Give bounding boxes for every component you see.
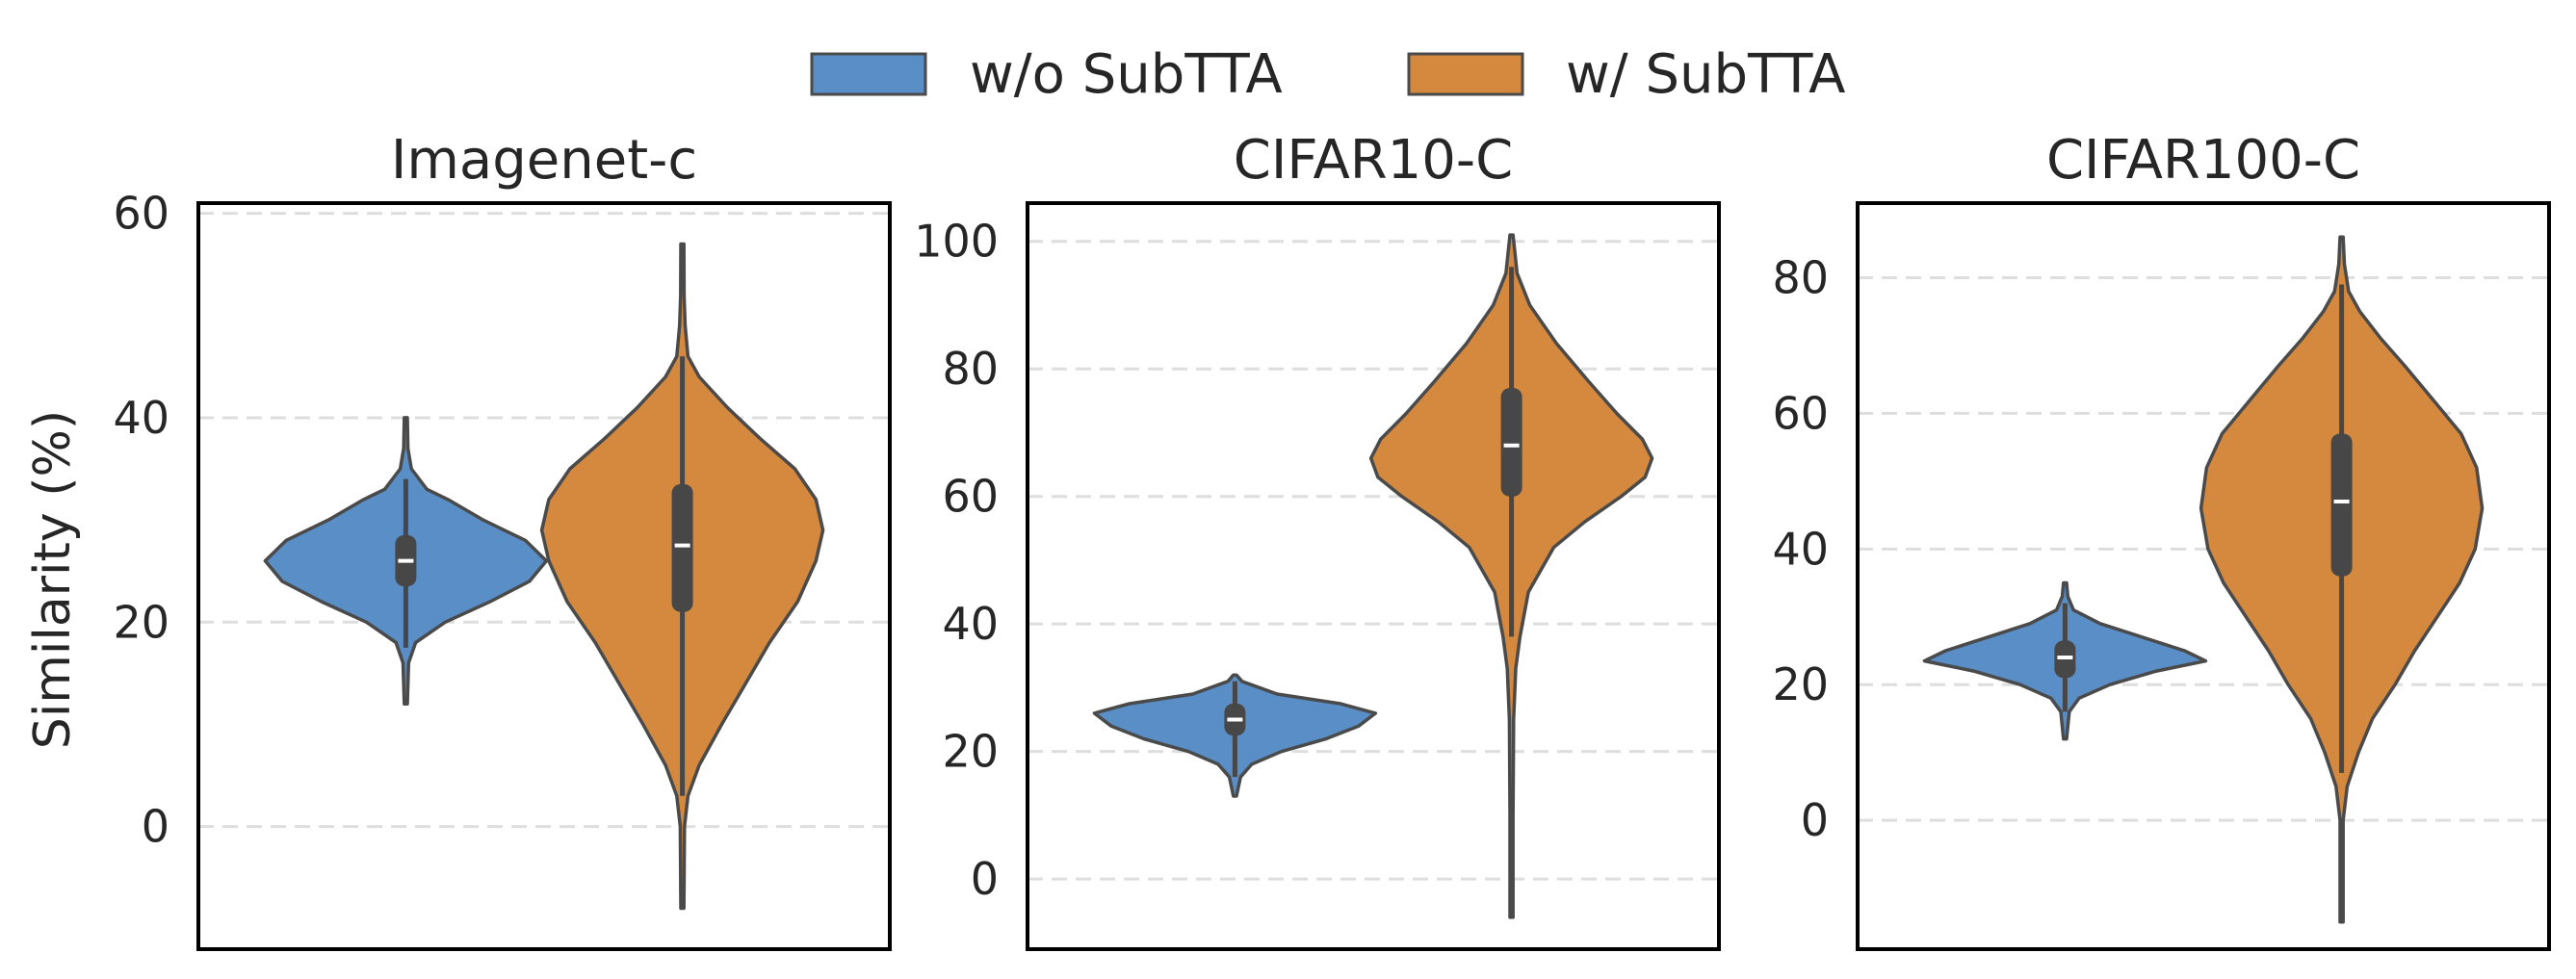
violin-iqr-box (2330, 433, 2353, 577)
panel-title: Imagenet-c (391, 129, 697, 192)
y-tick-label: 40 (1772, 523, 1829, 575)
y-tick-label: 20 (113, 596, 169, 648)
y-tick-label: 40 (113, 392, 169, 444)
panel-frame (196, 201, 892, 951)
y-tick-label: 0 (1801, 794, 1829, 846)
y-tick-label: 60 (113, 188, 169, 240)
panel-3: 0 20 40 60 80 CIFAR100-C (1772, 129, 2551, 951)
y-tick-label: 20 (942, 726, 999, 778)
y-tick-label: 60 (942, 471, 999, 523)
violin-iqr-box (671, 483, 693, 612)
y-tick-label: 80 (942, 343, 999, 395)
violin-iqr-box (1500, 388, 1522, 497)
chart-panels: 0 20 40 60 Imagenet-c 0 20 40 60 80 100 CIFAR10-C 0 2… (113, 129, 2551, 951)
y-tick-label: 80 (1772, 252, 1829, 304)
legend-swatch-without (810, 52, 927, 96)
legend-swatch-with (1407, 52, 1524, 96)
y-tick-label: 20 (1772, 658, 1829, 710)
legend: w/o SubTTA w/ SubTTA (810, 43, 1845, 106)
panel-frame (1856, 201, 2551, 951)
y-axis-label: Similarity (%) (24, 410, 82, 749)
y-tick-label: 40 (942, 598, 999, 650)
y-tick-label: 0 (971, 853, 999, 905)
panel-frame (1026, 201, 1721, 951)
legend-label-with: w/ SubTTA (1566, 43, 1845, 106)
panel-2: 0 20 40 60 80 100 CIFAR10-C (914, 129, 1721, 951)
y-tick-label: 0 (142, 801, 169, 853)
panel-title: CIFAR100-C (2046, 129, 2360, 192)
panel-title: CIFAR10-C (1234, 129, 1513, 192)
y-tick-label: 60 (1772, 387, 1829, 439)
legend-label-without: w/o SubTTA (970, 43, 1283, 106)
y-tick-label: 100 (914, 216, 999, 268)
panel-1: 0 20 40 60 Imagenet-c (113, 129, 892, 951)
